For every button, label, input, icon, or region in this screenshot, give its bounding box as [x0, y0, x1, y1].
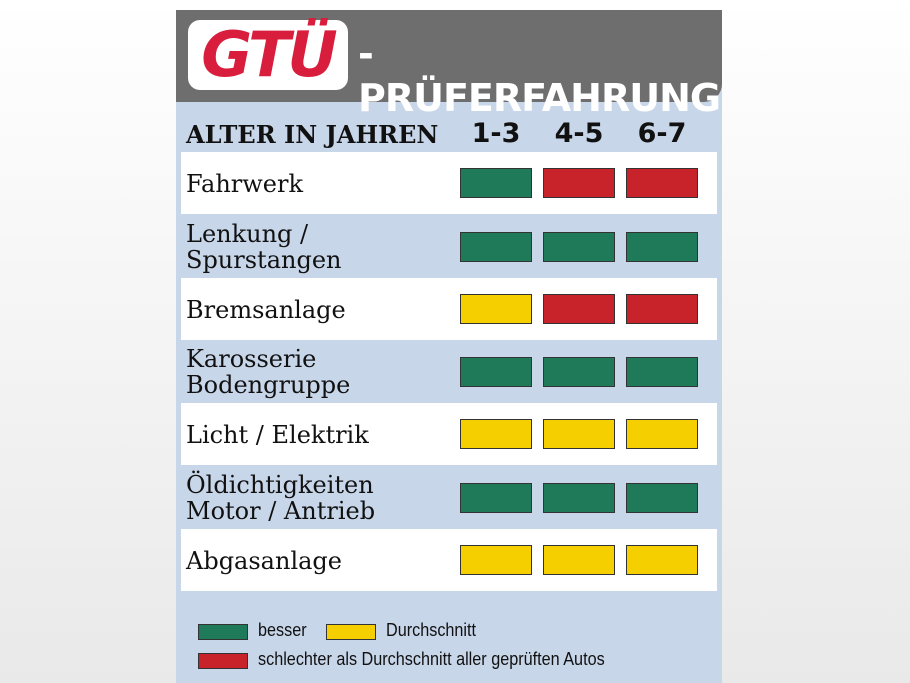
column-label: 6-7 [637, 118, 687, 149]
row-label: Öldichtigkeiten [186, 471, 374, 499]
row-label: Fahrwerk [186, 170, 304, 198]
rating-cell [460, 232, 532, 262]
rating-cell [543, 168, 615, 198]
legend-swatch [326, 624, 376, 640]
row-label: Licht / Elektrik [186, 421, 369, 449]
table-row: Fahrwerk [181, 152, 717, 214]
rating-cell [460, 483, 532, 513]
row-label: Spurstangen [186, 246, 342, 274]
row-label: Bodengruppe [186, 371, 351, 399]
rating-cell [460, 545, 532, 575]
column-header: ALTER IN JAHREN [186, 120, 439, 149]
row-label: Abgasanlage [186, 547, 342, 575]
rating-cell [626, 419, 698, 449]
rating-cell [626, 232, 698, 262]
legend-label: schlechter als Durchschnitt aller geprüf… [258, 649, 605, 669]
row-label: Bremsanlage [186, 296, 346, 324]
column-label: 4-5 [554, 118, 604, 149]
table-row: Licht / Elektrik [181, 403, 717, 465]
rating-cell [460, 294, 532, 324]
rating-cell [543, 294, 615, 324]
table-row: Abgasanlage [181, 529, 717, 591]
column-label: 1-3 [471, 118, 521, 149]
rating-cell [543, 419, 615, 449]
header: GTÜ -PRÜFERFAHRUNG [176, 10, 722, 120]
row-label: Lenkung / [186, 220, 309, 248]
rating-cell [460, 357, 532, 387]
panel: GTÜ -PRÜFERFAHRUNG ALTER IN JAHREN 1-3 4-5… [176, 10, 722, 683]
table-row: Lenkung / Spurstangen [181, 216, 717, 278]
rating-cell [543, 357, 615, 387]
row-label: Motor / Antrieb [186, 497, 376, 525]
rating-cell [460, 419, 532, 449]
rating-cell [626, 483, 698, 513]
table-row: Bremsanlage [181, 278, 717, 340]
rating-cell [543, 232, 615, 262]
table-row: Karosserie Bodengruppe [181, 341, 717, 403]
header-title: -PRÜFERFAHRUNG [358, 32, 721, 120]
legend-swatch [198, 653, 248, 669]
table-row: Öldichtigkeiten Motor / Antrieb [181, 467, 717, 529]
logo: GTÜ [188, 20, 348, 90]
row-label: Karosserie [186, 345, 317, 373]
rating-cell [626, 545, 698, 575]
legend-swatch [198, 624, 248, 640]
rating-cell [626, 168, 698, 198]
rating-cell [460, 168, 532, 198]
rating-cell [626, 294, 698, 324]
rating-cell [543, 483, 615, 513]
rating-cell [626, 357, 698, 387]
rating-cell [543, 545, 615, 575]
legend-label: Durchschnitt [386, 620, 477, 640]
legend-label: besser [258, 620, 307, 640]
